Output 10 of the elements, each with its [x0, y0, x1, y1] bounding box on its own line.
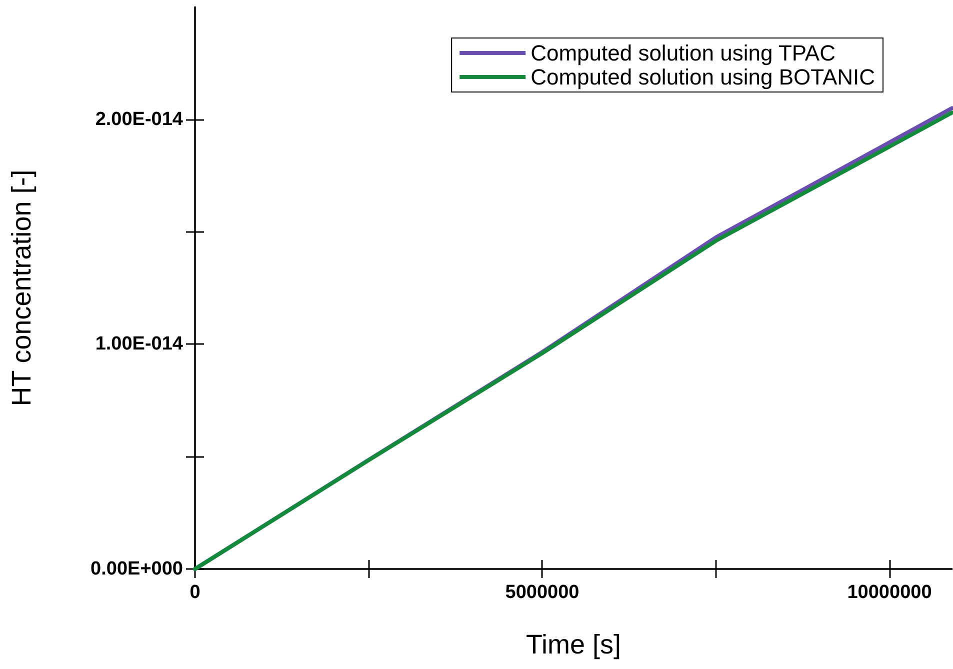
x-tick-label: 0 [190, 582, 200, 603]
legend-label: Computed solution using TPAC [530, 40, 836, 66]
x-axis-title: Time [s] [526, 630, 622, 660]
y-tick-label: 0.00E+000 [90, 558, 183, 580]
legend-label: Computed solution using BOTANIC [530, 64, 876, 90]
x-tick-label: 10000000 [847, 582, 932, 603]
y-tick-label: 2.00E-014 [95, 108, 184, 130]
y-tick-label: 1.00E-014 [95, 334, 184, 355]
x-tick-label: 5000000 [505, 582, 580, 603]
y-axis-title: HT concentration [-] [6, 170, 36, 406]
